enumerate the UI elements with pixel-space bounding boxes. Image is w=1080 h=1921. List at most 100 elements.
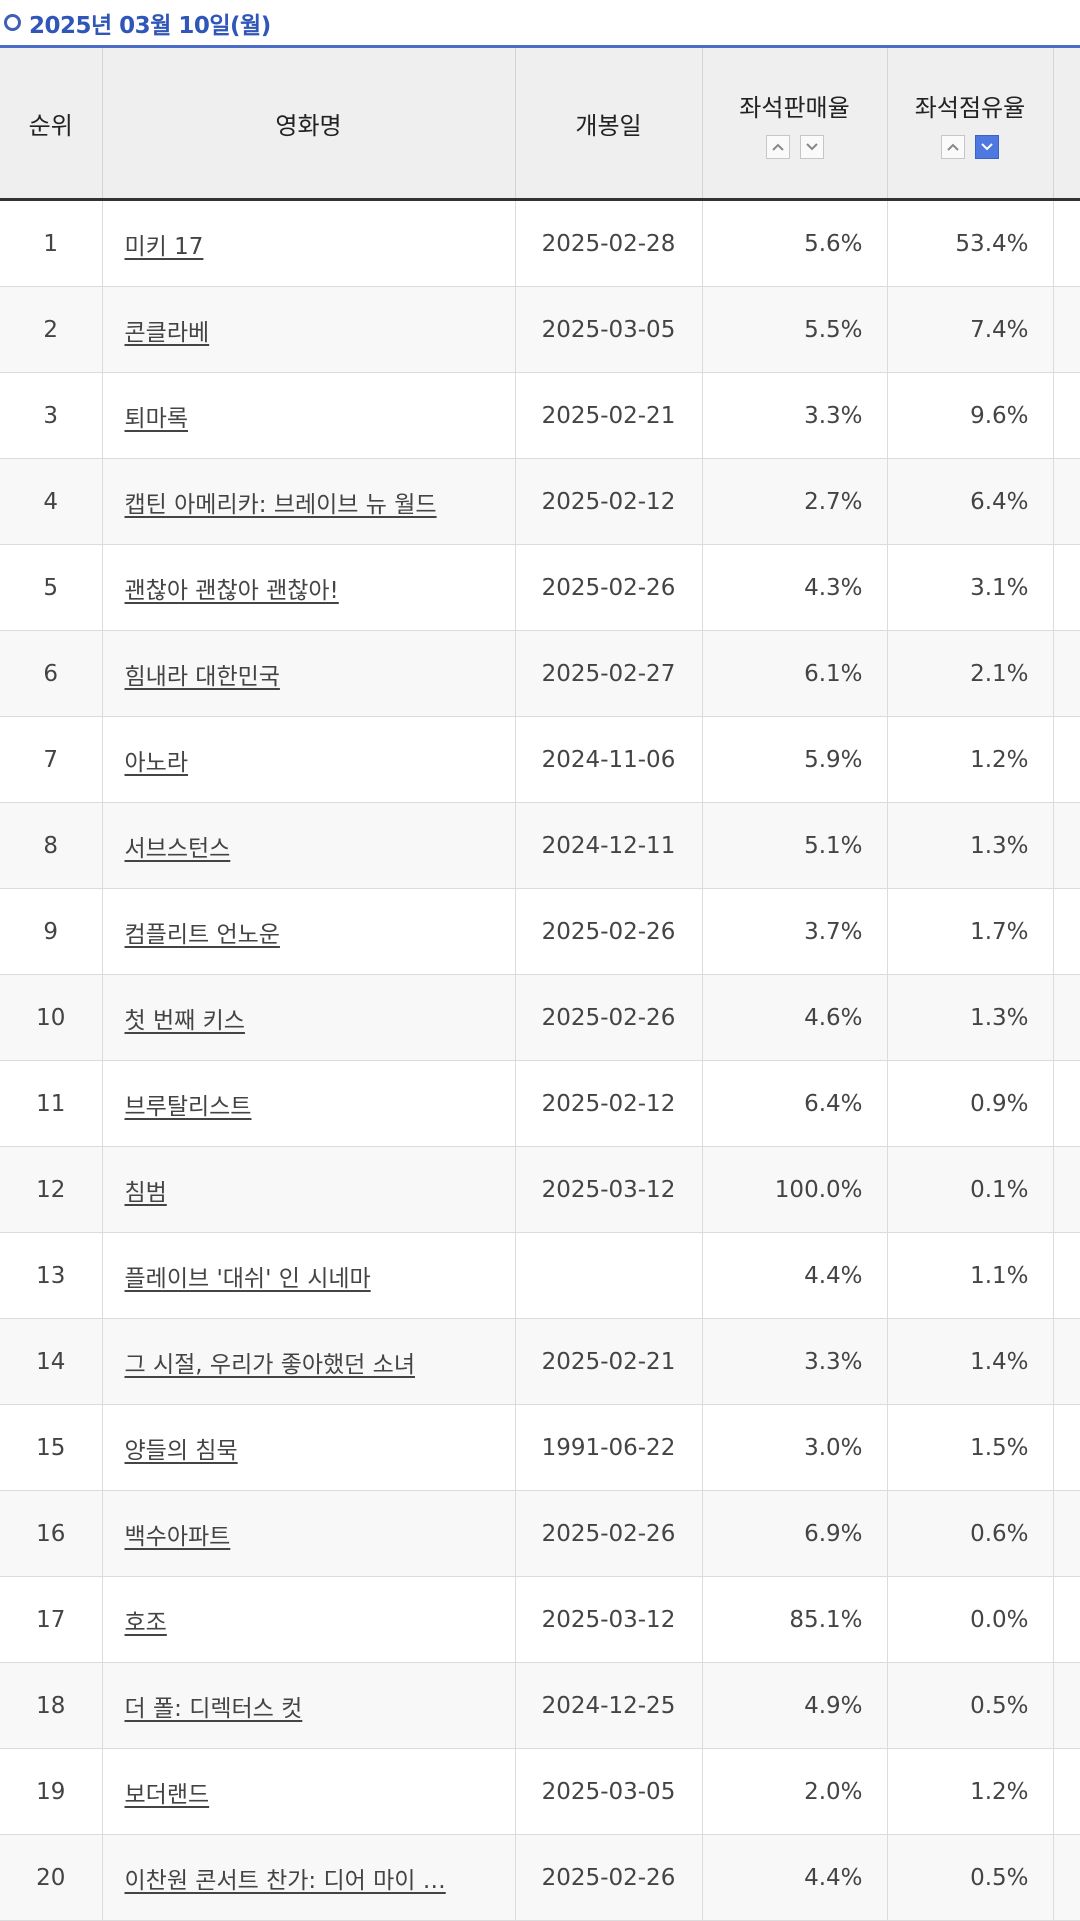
movie-title-link[interactable]: 캡틴 아메리카: 브레이브 뉴 월드 xyxy=(124,491,437,518)
table-row: 17 호조 2025-03-12 85.1% 0.0% xyxy=(0,1576,1080,1663)
movie-title-link[interactable]: 미키 17 xyxy=(124,233,204,260)
circle-bullet-icon xyxy=(4,14,21,31)
movie-title-link[interactable]: 콘클라베 xyxy=(124,319,210,346)
title-cell: 백수아파트 xyxy=(102,1490,516,1577)
extra-cell xyxy=(1053,544,1080,631)
title-cell: 더 폴: 디렉터스 컷 xyxy=(102,1662,516,1749)
movie-title-link[interactable]: 그 시절, 우리가 좋아했던 소녀 xyxy=(124,1351,415,1378)
table-row: 10 첫 번째 키스 2025-02-26 4.6% 1.3% xyxy=(0,974,1080,1061)
rank-cell: 4 xyxy=(0,458,103,545)
seat-sales-cell: 3.3% xyxy=(702,1318,888,1405)
extra-cell xyxy=(1053,1404,1080,1491)
movie-title-link[interactable]: 괜찮아 괜찮아 괜찮아! xyxy=(124,577,339,604)
seat-sales-cell: 4.4% xyxy=(702,1834,888,1921)
extra-cell xyxy=(1053,974,1080,1061)
header-extra xyxy=(1053,48,1080,201)
title-cell: 이찬원 콘서트 찬가: 디어 마이 … xyxy=(102,1834,516,1921)
title-cell: 양들의 침묵 xyxy=(102,1404,516,1491)
extra-cell xyxy=(1053,286,1080,373)
seat-share-cell: 53.4% xyxy=(887,199,1054,287)
header-seat-share: 좌석점유율 xyxy=(887,48,1054,201)
release-date-cell: 2025-03-05 xyxy=(515,286,703,373)
movie-title-link[interactable]: 컴플리트 언노운 xyxy=(124,921,280,948)
movie-title-link[interactable]: 아노라 xyxy=(124,749,188,776)
rank-cell: 11 xyxy=(0,1060,103,1147)
release-date-cell: 2025-02-26 xyxy=(515,1834,703,1921)
release-date-cell: 2025-02-12 xyxy=(515,1060,703,1147)
seat-share-cell: 3.1% xyxy=(887,544,1054,631)
movie-title-link[interactable]: 서브스턴스 xyxy=(124,835,231,862)
rank-cell: 13 xyxy=(0,1232,103,1319)
title-cell: 괜찮아 괜찮아 괜찮아! xyxy=(102,544,516,631)
movie-title-link[interactable]: 침범 xyxy=(124,1179,167,1206)
header-title: 영화명 xyxy=(102,48,516,201)
movie-title-link[interactable]: 브루탈리스트 xyxy=(124,1093,252,1120)
header-title-label: 영화명 xyxy=(275,111,342,140)
seat-sales-cell: 5.9% xyxy=(702,716,888,803)
title-cell: 브루탈리스트 xyxy=(102,1060,516,1147)
seat-share-cell: 9.6% xyxy=(887,372,1054,459)
seat-share-cell: 1.7% xyxy=(887,888,1054,975)
title-cell: 힘내라 대한민국 xyxy=(102,630,516,717)
extra-cell xyxy=(1053,1576,1080,1663)
extra-cell xyxy=(1053,1834,1080,1921)
seat-sales-sort-asc-icon[interactable] xyxy=(765,134,790,159)
rank-cell: 1 xyxy=(0,199,103,287)
title-cell: 캡틴 아메리카: 브레이브 뉴 월드 xyxy=(102,458,516,545)
movie-title-link[interactable]: 첫 번째 키스 xyxy=(124,1007,245,1034)
title-cell: 컴플리트 언노운 xyxy=(102,888,516,975)
movie-title-link[interactable]: 보더랜드 xyxy=(124,1781,210,1808)
extra-cell xyxy=(1053,1232,1080,1319)
title-cell: 첫 번째 키스 xyxy=(102,974,516,1061)
seat-share-sort-desc-icon[interactable] xyxy=(975,134,999,159)
table-row: 5 괜찮아 괜찮아 괜찮아! 2025-02-26 4.3% 3.1% xyxy=(0,544,1080,631)
release-date-cell: 2024-12-25 xyxy=(515,1662,703,1749)
movie-title-link[interactable]: 퇴마록 xyxy=(124,405,188,432)
seat-sales-sort-desc-icon[interactable] xyxy=(799,134,824,159)
seat-sales-cell: 5.6% xyxy=(702,199,888,287)
header-release: 개봉일 xyxy=(515,48,703,201)
header-seat-sales-label: 좌석판매율 xyxy=(739,93,850,122)
release-date-cell: 2025-02-27 xyxy=(515,630,703,717)
seat-sales-cell: 100.0% xyxy=(702,1146,888,1233)
date-label: 2025년 03월 10일(월) xyxy=(29,12,271,39)
rank-cell: 2 xyxy=(0,286,103,373)
extra-cell xyxy=(1053,1662,1080,1749)
table-row: 7 아노라 2024-11-06 5.9% 1.2% xyxy=(0,716,1080,803)
movie-title-link[interactable]: 더 폴: 디렉터스 컷 xyxy=(124,1695,303,1722)
table-row: 11 브루탈리스트 2025-02-12 6.4% 0.9% xyxy=(0,1060,1080,1147)
seat-sales-cell: 2.0% xyxy=(702,1748,888,1835)
extra-cell xyxy=(1053,372,1080,459)
table-row: 15 양들의 침묵 1991-06-22 3.0% 1.5% xyxy=(0,1404,1080,1491)
rank-cell: 20 xyxy=(0,1834,103,1921)
table-row: 16 백수아파트 2025-02-26 6.9% 0.6% xyxy=(0,1490,1080,1577)
extra-cell xyxy=(1053,630,1080,717)
rank-cell: 18 xyxy=(0,1662,103,1749)
seat-share-cell: 0.9% xyxy=(887,1060,1054,1147)
table-row: 3 퇴마록 2025-02-21 3.3% 9.6% xyxy=(0,372,1080,459)
table-body: 1 미키 17 2025-02-28 5.6% 53.4% 2 콘클라베 2025-03-05… xyxy=(0,199,1080,1921)
seat-sales-cell: 4.6% xyxy=(702,974,888,1061)
extra-cell xyxy=(1053,199,1080,287)
title-cell: 그 시절, 우리가 좋아했던 소녀 xyxy=(102,1318,516,1405)
movie-title-link[interactable]: 이찬원 콘서트 찬가: 디어 마이 … xyxy=(124,1867,446,1894)
release-date-cell: 2024-11-06 xyxy=(515,716,703,803)
movie-title-link[interactable]: 힘내라 대한민국 xyxy=(124,663,280,690)
seat-sales-cell: 5.1% xyxy=(702,802,888,889)
rank-cell: 12 xyxy=(0,1146,103,1233)
seat-share-cell: 0.0% xyxy=(887,1576,1054,1663)
seat-share-sort-asc-icon[interactable] xyxy=(941,134,965,159)
release-date-cell: 2025-03-12 xyxy=(515,1576,703,1663)
movie-title-link[interactable]: 호조 xyxy=(124,1609,167,1636)
extra-cell xyxy=(1053,888,1080,975)
box-office-table: 순위 영화명 개봉일 좌석판매율 좌석점유율 xyxy=(0,48,1080,1921)
movie-title-link[interactable]: 백수아파트 xyxy=(124,1523,231,1550)
title-cell: 아노라 xyxy=(102,716,516,803)
movie-title-link[interactable]: 플레이브 '대쉬' 인 시네마 xyxy=(124,1265,371,1292)
rank-cell: 8 xyxy=(0,802,103,889)
movie-title-link[interactable]: 양들의 침묵 xyxy=(124,1437,238,1464)
extra-cell xyxy=(1053,716,1080,803)
extra-cell xyxy=(1053,1748,1080,1835)
release-date-cell: 2025-03-12 xyxy=(515,1146,703,1233)
release-date-cell: 2025-02-26 xyxy=(515,544,703,631)
